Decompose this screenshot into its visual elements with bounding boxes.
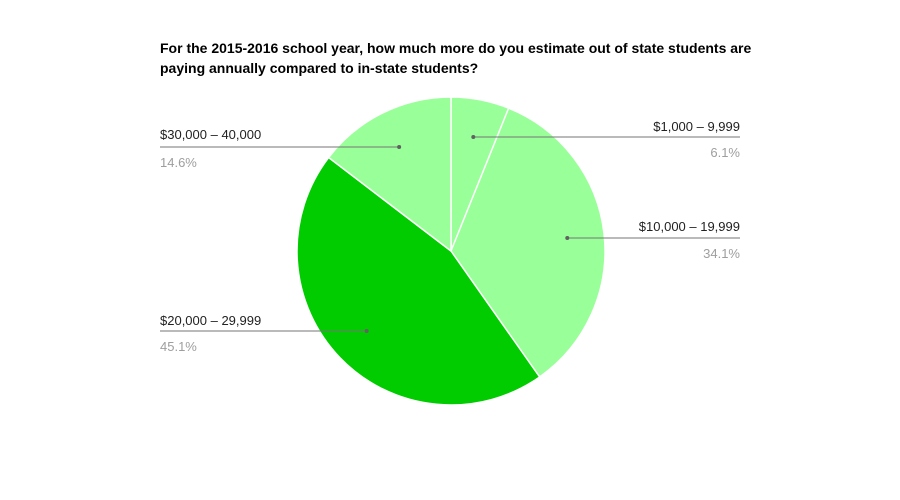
chart-title: For the 2015-2016 school year, how much … xyxy=(160,40,752,76)
pie-slice-10-000-19-999[interactable] xyxy=(450,107,606,378)
slice-percent: 6.1% xyxy=(710,145,740,160)
slice-percent: 45.1% xyxy=(160,339,197,354)
leader-dot xyxy=(397,145,402,149)
pie-slice-30-000-40-000[interactable] xyxy=(327,96,452,253)
leader-dot xyxy=(565,236,570,240)
slice-label: $30,000 – 40,000 xyxy=(160,127,261,142)
slice-label: $20,000 – 29,999 xyxy=(160,313,261,328)
slice-percent: 34.1% xyxy=(703,246,740,261)
leader-dot xyxy=(471,135,476,139)
slice-labels: $1,000 – 9,999 6.1% $10,000 – 19,999 34.1% $… xyxy=(160,119,740,354)
leader-dot xyxy=(364,329,369,333)
slice-label: $10,000 – 19,999 xyxy=(639,219,740,234)
slice-percent: 14.6% xyxy=(160,155,197,170)
slice-label: $1,000 – 9,999 xyxy=(653,119,740,134)
pie-slice-20-000-29-999[interactable] xyxy=(296,156,541,406)
pie-slices xyxy=(296,96,606,406)
